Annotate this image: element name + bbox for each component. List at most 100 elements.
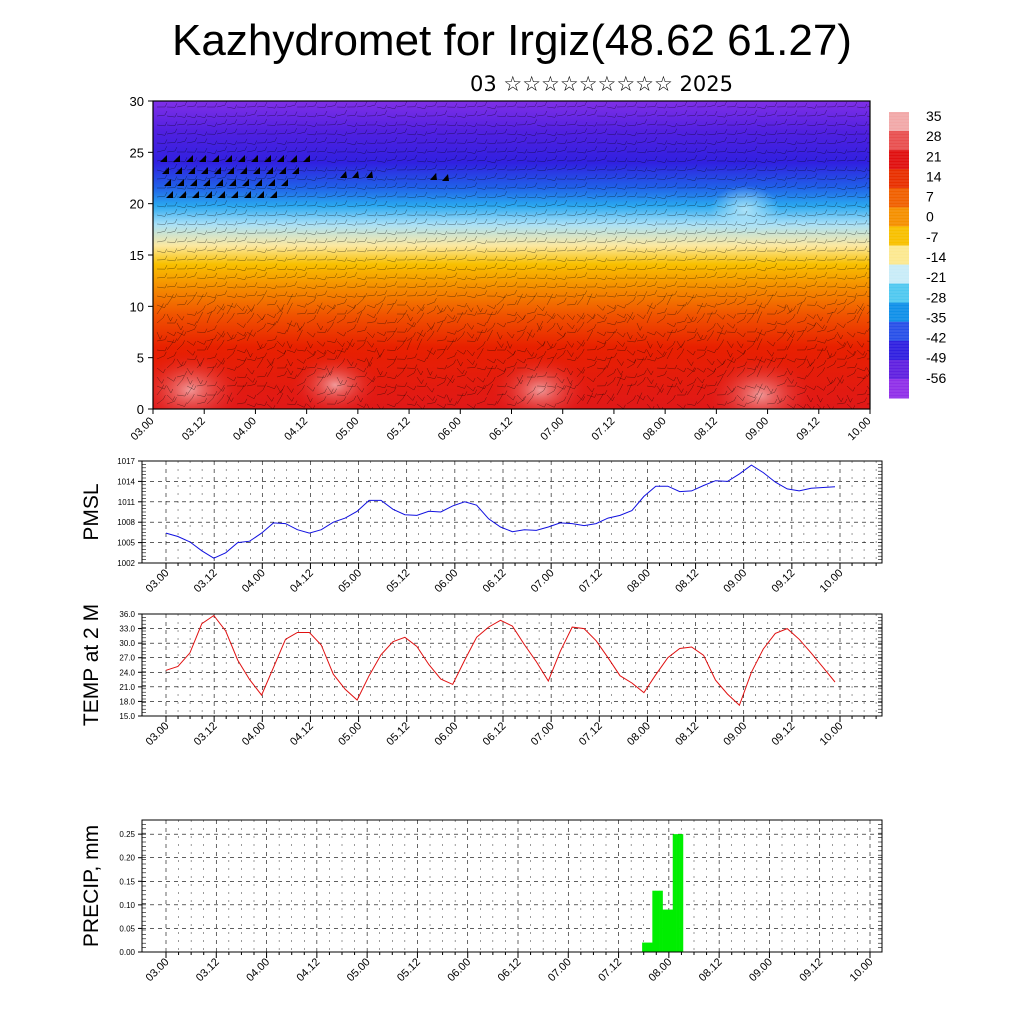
wind-barb <box>216 361 223 369</box>
wind-barb-flag <box>174 318 178 324</box>
wind-barb-flag <box>853 315 857 320</box>
wind-barb <box>476 250 485 253</box>
wind-barb <box>156 388 163 396</box>
wind-barb-flag <box>634 218 638 223</box>
wind-barb-flag <box>814 130 818 135</box>
wind-barb <box>436 304 442 313</box>
wind-barb-flag <box>694 148 698 153</box>
wind-barb-flag <box>664 370 667 375</box>
wind-barb-flag <box>424 245 428 250</box>
wind-barb-flag <box>752 340 756 345</box>
wind-barb-flag <box>562 315 566 320</box>
wind-barb-flag <box>764 131 768 136</box>
wind-barb-flag <box>444 212 448 217</box>
wind-barb <box>856 349 864 356</box>
wind-barb <box>736 124 745 126</box>
wind-barb <box>406 221 415 225</box>
wind-barb-flag <box>191 370 194 375</box>
wind-barb <box>496 124 505 126</box>
wind-barb-flag <box>222 387 226 392</box>
wind-barb <box>576 105 585 108</box>
wind-barb-flag <box>354 111 358 116</box>
wind-barb-flag <box>834 236 838 241</box>
wind-barb <box>336 250 345 253</box>
wind-barb <box>726 187 735 190</box>
wind-barb <box>256 286 265 289</box>
wind-barb <box>316 294 325 297</box>
wind-barb-flag <box>304 246 308 252</box>
wind-barb-flag <box>844 236 848 241</box>
wind-barb <box>826 124 835 127</box>
wind-barb-flag <box>294 147 298 152</box>
wind-barb <box>366 178 375 181</box>
wind-barb <box>366 231 375 234</box>
wind-barb <box>696 240 705 243</box>
wind-barb-flag <box>194 157 198 162</box>
wind-barb-flag <box>324 103 328 108</box>
wind-barb <box>366 249 375 252</box>
wind-barb <box>616 177 625 180</box>
wind-barb <box>836 309 844 315</box>
wind-barb <box>636 380 644 387</box>
wind-barb-flag <box>509 344 513 349</box>
wind-barb-flag <box>744 221 748 226</box>
wind-barb <box>326 340 335 343</box>
wind-barb-flag <box>264 173 268 179</box>
wind-barb <box>766 232 775 234</box>
wind-barb-flag <box>460 393 464 398</box>
wind-barb-flag <box>464 245 468 251</box>
wind-barb-flag <box>342 342 345 347</box>
wind-barb <box>556 124 565 126</box>
wind-barb <box>436 232 445 236</box>
wind-barb <box>186 358 195 360</box>
wind-barb <box>766 361 772 369</box>
wind-barb-flag <box>859 311 863 316</box>
wind-barb <box>376 204 385 207</box>
wind-barb-flag <box>194 129 198 134</box>
wind-barb-flag <box>574 356 578 361</box>
wind-barb-flag <box>652 405 655 409</box>
wind-barb <box>586 268 595 270</box>
wind-barb-flag <box>673 322 677 327</box>
wind-barb-flag <box>494 292 498 297</box>
wind-barb-flag <box>234 208 237 214</box>
wind-barb <box>176 331 185 336</box>
wind-barb-flag <box>523 314 526 319</box>
wind-barb <box>846 367 855 369</box>
wind-barb-flag <box>714 266 718 271</box>
wind-barb-flag <box>664 284 668 289</box>
wind-barb-flag <box>284 221 288 226</box>
wind-barb-flag <box>234 265 238 270</box>
wind-barb-flag <box>584 148 588 154</box>
wind-barb-flag <box>720 329 723 334</box>
wind-barb-flag <box>604 244 607 250</box>
wind-barb <box>496 286 505 288</box>
wind-barb-flag <box>734 148 738 153</box>
wind-barb <box>666 284 675 288</box>
wind-barb <box>316 151 325 153</box>
wind-barb-flag <box>852 387 856 392</box>
wind-barb <box>816 194 825 198</box>
wind-barb <box>206 329 215 333</box>
wind-barb-flag <box>394 257 397 263</box>
wind-barb <box>856 115 865 117</box>
wind-barb <box>706 232 715 234</box>
wind-barb-flag <box>654 110 658 115</box>
wind-barb <box>436 376 445 380</box>
wind-barb-flag <box>214 218 218 223</box>
wind-barb <box>776 374 785 378</box>
wind-barb <box>866 241 870 243</box>
wind-barb <box>186 376 191 385</box>
wind-barb-flag <box>639 392 643 397</box>
wind-barb-flag <box>674 281 678 286</box>
wind-barb <box>546 106 555 109</box>
wind-barb <box>376 240 385 243</box>
wind-barb <box>816 329 825 333</box>
wind-barb-flag <box>414 211 418 216</box>
wind-barb-flag <box>294 322 297 327</box>
wind-barb <box>556 159 565 162</box>
wind-barb-flag <box>304 237 308 242</box>
wind-barb-flag <box>664 263 668 268</box>
wind-barb <box>396 317 403 324</box>
wind-barb-flag <box>603 342 607 347</box>
